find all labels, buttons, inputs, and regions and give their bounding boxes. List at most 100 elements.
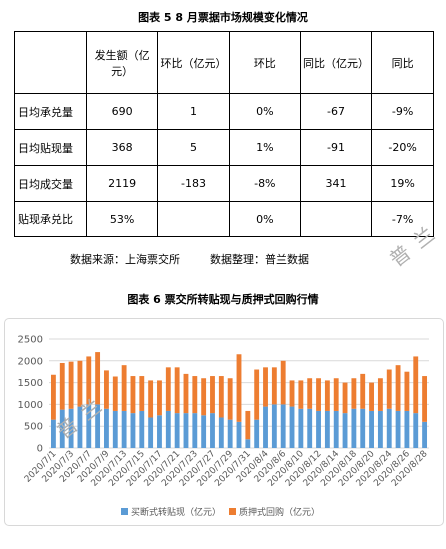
bar-pledged-repo: [316, 378, 321, 411]
bar-pledged-repo: [50, 374, 56, 420]
bar-pledged-repo: [192, 376, 198, 414]
bar-pledged-repo: [68, 361, 74, 409]
bar-outright-rediscount: [59, 409, 65, 448]
table-row: 日均贴现量 368 5 1% -91 -20%: [14, 129, 434, 166]
table-header-cell: 环比（亿元）: [157, 31, 230, 94]
bar-outright-rediscount: [139, 410, 145, 448]
y-tick-label: 2000: [18, 356, 43, 367]
bar-pledged-repo: [104, 370, 109, 409]
market-scale-table: 发生额（亿元） 环比（亿元） 环比 同比（亿元） 同比 日均承兑量 690 1 0% -67 -9%…: [14, 31, 434, 237]
bar-pledged-repo: [148, 380, 154, 418]
bar-outright-rediscount: [263, 406, 268, 448]
bar-outright-rediscount: [210, 413, 215, 448]
bar-pledged-repo: [342, 382, 348, 414]
bar-pledged-repo: [254, 369, 260, 420]
bar-pledged-repo: [218, 376, 224, 418]
bar-outright-rediscount: [395, 410, 401, 448]
bar-pledged-repo: [307, 378, 313, 409]
bar-outright-rediscount: [201, 415, 207, 448]
bar-outright-rediscount: [104, 408, 109, 448]
y-tick-label: 500: [24, 422, 43, 433]
table-row-label: 日均承兑量: [14, 93, 87, 130]
y-tick-label: 0: [37, 444, 43, 455]
bar-outright-rediscount: [68, 408, 74, 448]
table-row-label: 贴现承兑比: [14, 201, 87, 237]
table-cell: -7%: [371, 201, 434, 237]
bar-pledged-repo: [324, 380, 330, 411]
bar-pledged-repo: [351, 378, 357, 409]
table-cell: -8%: [228, 165, 301, 202]
table-row: 日均成交量 2119 -183 -8% 341 19%: [14, 165, 434, 202]
bar-outright-rediscount: [157, 415, 162, 448]
table-header-cell: 同比: [371, 31, 434, 94]
table-header-cell: [14, 31, 87, 94]
bar-outright-rediscount: [377, 410, 383, 448]
bar-pledged-repo: [395, 365, 401, 411]
bar-pledged-repo: [157, 380, 162, 416]
table-cell: 0%: [228, 93, 301, 130]
table-cell: 1: [157, 93, 230, 130]
table-header-cell: 同比（亿元）: [299, 31, 373, 94]
table-cell: 53%: [85, 201, 159, 237]
bar-outright-rediscount: [165, 410, 171, 448]
bar-outright-rediscount: [351, 408, 357, 448]
bar-outright-rediscount: [316, 410, 321, 448]
bar-outright-rediscount: [324, 410, 330, 448]
table-row: 日均承兑量 690 1 0% -67 -9%: [14, 93, 434, 130]
bar-outright-rediscount: [369, 410, 374, 448]
data-compiler: 数据整理：普兰数据: [210, 253, 309, 266]
bar-outright-rediscount: [307, 408, 313, 448]
y-tick-label: 1500: [18, 378, 43, 389]
bar-outright-rediscount: [148, 417, 154, 448]
table-cell: [299, 201, 373, 237]
y-tick-label: 1000: [18, 400, 43, 411]
bar-outright-rediscount: [333, 410, 339, 448]
bar-outright-rediscount: [289, 406, 295, 448]
bar-outright-rediscount: [413, 413, 419, 448]
legend-label: 买断式转贴现（亿元）: [131, 506, 221, 518]
bar-pledged-repo: [112, 376, 118, 411]
bar-pledged-repo: [422, 376, 428, 422]
bar-pledged-repo: [413, 356, 419, 414]
bar-outright-rediscount: [404, 410, 410, 448]
bar-outright-rediscount: [422, 421, 428, 448]
bar-outright-rediscount: [236, 421, 242, 448]
bar-outright-rediscount: [86, 404, 92, 448]
stacked-bar-chart: 050010001500200025002020/7/12020/7/32020…: [18, 335, 430, 519]
bar-pledged-repo: [227, 378, 233, 420]
bar-outright-rediscount: [386, 408, 392, 448]
table-header-cell: 发生额（亿元）: [85, 31, 159, 94]
data-source: 数据来源：上海票交所: [70, 253, 180, 266]
bar-pledged-repo: [263, 367, 268, 407]
bar-pledged-repo: [121, 365, 127, 411]
table-row-label: 日均成交量: [14, 165, 87, 202]
bar-pledged-repo: [95, 352, 101, 405]
bar-pledged-repo: [377, 378, 383, 411]
bar-outright-rediscount: [280, 404, 286, 448]
bar-pledged-repo: [201, 378, 207, 416]
bar-outright-rediscount: [77, 406, 83, 448]
bar-outright-rediscount: [121, 410, 127, 448]
table-cell: -183: [157, 165, 230, 202]
figure6-title: 图表 6 票交所转贴现与质押式回购行情: [127, 293, 319, 306]
y-tick-label: 2500: [18, 335, 43, 346]
bar-outright-rediscount: [342, 413, 348, 448]
bar-outright-rediscount: [50, 419, 56, 448]
table-cell: -9%: [371, 93, 434, 130]
chart-panel: 0 500 1000 1500 2000 2500 2020/7/1 2020/7/3 2020…: [4, 318, 444, 526]
table-row: 贴现承兑比 53% 0% -7%: [14, 201, 434, 237]
legend-label: 质押式回购（亿元）: [239, 506, 320, 518]
bar-outright-rediscount: [271, 404, 277, 448]
bar-pledged-repo: [130, 376, 136, 414]
bar-pledged-repo: [386, 369, 392, 409]
bar-pledged-repo: [298, 380, 304, 409]
bar-outright-rediscount: [360, 408, 366, 448]
table-cell: 368: [85, 129, 159, 166]
legend-swatch: [229, 508, 236, 515]
bar-pledged-repo: [245, 410, 251, 440]
bar-pledged-repo: [289, 380, 295, 407]
bar-outright-rediscount: [112, 410, 118, 448]
table-cell: 1%: [228, 129, 301, 166]
bar-pledged-repo: [165, 367, 171, 411]
bar-pledged-repo: [280, 360, 286, 405]
